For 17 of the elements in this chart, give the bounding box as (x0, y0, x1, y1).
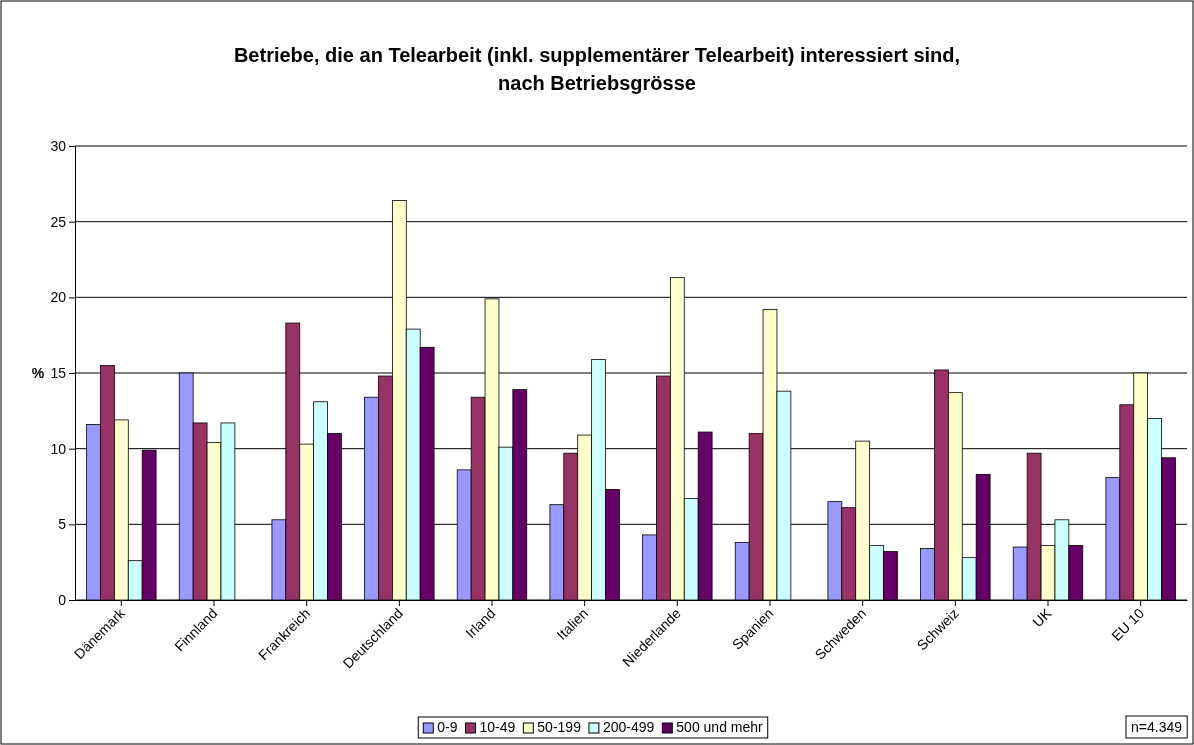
y-tick-label: 25 (50, 213, 67, 230)
y-tick-label: 30 (50, 137, 67, 154)
y-tick-label: 5 (58, 516, 67, 533)
legend-label: 10-49 (479, 719, 516, 735)
y-tick-label: 0 (58, 591, 67, 608)
chart-title: Betriebe, die an Telearbeit (inkl. supplementärer Telearbeit) interessiert sind, nach Betriebsgrösse (233, 44, 961, 94)
text: n=4.349 (1131, 719, 1183, 735)
y-tick-label: 20 (50, 289, 67, 306)
legend-label: 500 und mehr (676, 719, 764, 735)
legend-label: 0-9 (437, 719, 458, 735)
y-tick-label: 10 (50, 440, 67, 457)
x-tick-label: UK (1029, 604, 1055, 631)
y-tick-label: 15 (50, 364, 67, 381)
legend-label: 50-199 (537, 719, 582, 735)
legend-label: 200-499 (602, 719, 655, 735)
x-tick-label: EU 10 (1108, 604, 1148, 644)
y-axis-title: % (31, 365, 45, 381)
